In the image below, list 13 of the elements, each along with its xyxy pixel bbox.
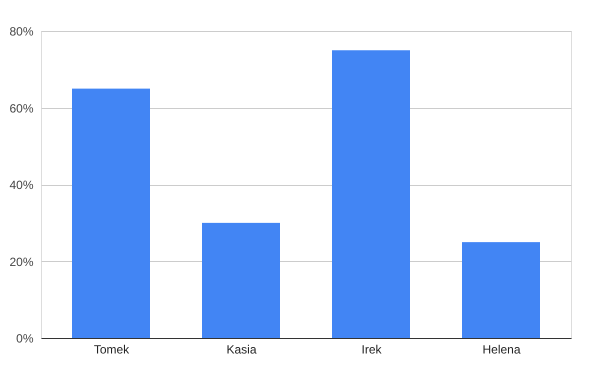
bar bbox=[332, 50, 410, 338]
y-tick-label: 60% bbox=[9, 101, 34, 116]
x-tick-label: Kasia bbox=[226, 342, 257, 356]
bar bbox=[202, 222, 280, 338]
x-tick-label: Helena bbox=[482, 342, 521, 356]
y-tick-label: 80% bbox=[9, 24, 34, 38]
y-tick-label: 20% bbox=[9, 254, 34, 269]
x-tick-label: Irek bbox=[361, 342, 382, 356]
y-tick-label: 0% bbox=[16, 332, 34, 346]
x-tick-label: Tomek bbox=[94, 342, 130, 356]
bar bbox=[72, 88, 150, 338]
bar bbox=[462, 242, 540, 338]
y-tick-label: 40% bbox=[9, 178, 34, 192]
